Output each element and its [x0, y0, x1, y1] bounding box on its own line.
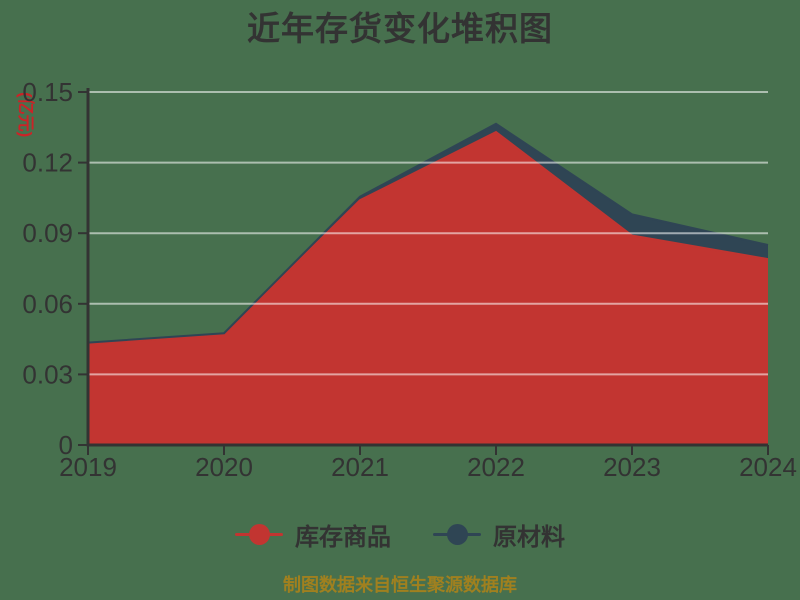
- x-tick-label: 2021: [331, 452, 389, 482]
- x-tick-label: 2022: [467, 452, 525, 482]
- legend-line-dot-icon: [433, 523, 481, 545]
- legend: 库存商品 原材料: [0, 515, 800, 553]
- legend-label: 原材料: [493, 523, 565, 551]
- data-source-note: 制图数据来自恒生聚源数据库: [283, 575, 517, 595]
- x-tick-label: 2019: [59, 452, 117, 482]
- legend-label: 库存商品: [295, 523, 391, 551]
- line-series-0: [87, 130, 769, 345]
- y-tick-label: 0.09: [22, 218, 73, 248]
- y-tick-label: 0.15: [22, 77, 73, 107]
- legend-item-raw-materials[interactable]: 原材料: [433, 517, 565, 552]
- y-tick-label: 0.03: [22, 359, 73, 389]
- legend-item-inventory-goods[interactable]: 库存商品: [235, 517, 391, 552]
- line-series-1: [87, 122, 769, 344]
- x-tick-label: 2023: [603, 452, 661, 482]
- x-tick-label: 2024: [739, 452, 797, 482]
- chart-title: 近年存货变化堆积图: [247, 10, 553, 47]
- x-tick-label: 2020: [195, 452, 253, 482]
- area-series-0: [88, 132, 768, 446]
- y-tick-label: 0.06: [22, 289, 73, 319]
- y-tick-label: 0.12: [22, 148, 73, 178]
- legend-line-dot-icon: [235, 523, 283, 545]
- y-tick-label: 0: [59, 430, 73, 460]
